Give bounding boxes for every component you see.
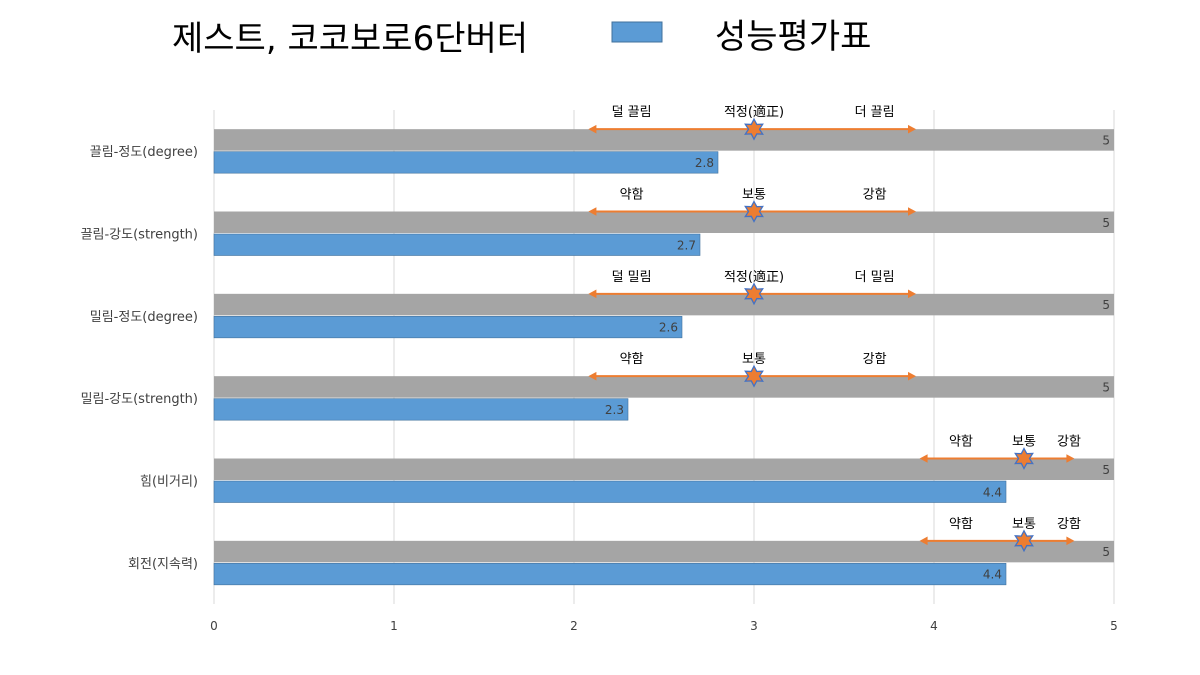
annotation-center-label: 보통 xyxy=(1012,517,1036,532)
bar-max xyxy=(214,293,1114,316)
x-tick-label: 4 xyxy=(930,619,938,633)
category-labels: 끌림-정도(degree) 끌림-강도(strength) 밀림-정도(degree… xyxy=(81,145,198,572)
annotation-group: 덜 끌림 적정(適正) 더 끌림 xyxy=(588,104,916,141)
data-label: 4.4 xyxy=(983,568,1002,582)
arrow-left-head xyxy=(919,536,928,546)
annotation-center-label: 보통 xyxy=(742,352,766,367)
arrow-right-head xyxy=(1066,536,1075,546)
arrow-left-head xyxy=(588,124,597,134)
bar-max xyxy=(214,540,1114,563)
bar-max xyxy=(214,458,1114,480)
data-label: 2.7 xyxy=(677,238,696,252)
annotation-right-label: 강함 xyxy=(1057,517,1081,532)
annotation-group: 약함 보통 강함 xyxy=(919,517,1081,553)
annotation-right-label: 강함 xyxy=(863,352,887,367)
arrow-right-head xyxy=(908,371,916,381)
data-label: 2.8 xyxy=(695,156,714,170)
arrow-right-head xyxy=(908,207,916,216)
bar-score xyxy=(213,233,701,256)
category-label: 끌림-강도(strength) xyxy=(81,228,198,243)
bar-max xyxy=(214,129,1114,151)
x-tick-label: 1 xyxy=(390,619,398,633)
bar-score xyxy=(213,151,719,174)
bar-score xyxy=(213,316,683,339)
arrow-left-head xyxy=(588,207,597,216)
arrow-right-head xyxy=(908,289,916,299)
annotation-left-label: 덜 끌림 xyxy=(612,105,652,120)
gridlines xyxy=(213,110,1115,604)
category-label: 끌림-정도(degree) xyxy=(90,145,198,160)
data-label: 5 xyxy=(1102,545,1110,559)
data-label: 2.6 xyxy=(659,321,678,335)
category-label: 밀림-강도(strength) xyxy=(81,392,198,407)
annotation-left-label: 약함 xyxy=(949,517,973,532)
x-tick-label: 3 xyxy=(750,619,758,633)
star-marker xyxy=(744,282,764,306)
bar-max xyxy=(214,211,1114,233)
annotation-group: 약함 보통 강함 xyxy=(588,352,916,388)
annotation-left-label: 약함 xyxy=(620,188,644,203)
data-label: 5 xyxy=(1102,216,1110,230)
x-tick-labels: 0 1 2 3 4 5 xyxy=(210,619,1118,633)
arrow-left-head xyxy=(919,454,928,463)
data-label: 4.4 xyxy=(983,485,1002,499)
annotation-group: 덜 밀림 적정(適正) 더 밀림 xyxy=(588,269,916,306)
arrow-left-head xyxy=(588,289,597,299)
bar-score xyxy=(213,398,629,421)
x-tick-label: 5 xyxy=(1110,619,1118,633)
category-label: 밀림-정도(degree) xyxy=(90,310,198,325)
data-label: 5 xyxy=(1102,380,1110,394)
annotation-left-label: 약함 xyxy=(949,435,973,450)
arrow-left-head xyxy=(588,371,597,381)
data-label: 5 xyxy=(1102,298,1110,312)
star-marker xyxy=(744,117,764,141)
annotation-group: 약함 보통 강함 xyxy=(588,188,916,223)
star-marker xyxy=(744,364,764,388)
annotation-center-label: 적정(適正) xyxy=(724,269,784,285)
bar-max xyxy=(214,376,1114,398)
annotation-right-label: 더 밀림 xyxy=(855,270,895,285)
data-label: 5 xyxy=(1102,133,1110,147)
legend-label: 성능평가표 xyxy=(715,17,871,57)
annotation-right-label: 강함 xyxy=(863,188,887,203)
legend-swatch xyxy=(611,21,663,43)
annotation-center-label: 보통 xyxy=(742,188,766,203)
star-marker xyxy=(1014,447,1034,470)
bar-score xyxy=(213,480,1007,503)
star-marker xyxy=(744,200,764,223)
annotation-center-label: 적정(適正) xyxy=(724,104,784,120)
arrow-right-head xyxy=(908,124,916,134)
annotation-left-label: 약함 xyxy=(620,352,644,367)
annotation-group: 약함 보통 강함 xyxy=(919,435,1081,470)
data-label: 2.3 xyxy=(605,403,624,417)
annotation-right-label: 강함 xyxy=(1057,435,1081,450)
chart-title: 제스트, 코코보로6단버터 xyxy=(172,19,528,59)
bars: 5 2.8 5 2.7 5 2.6 5 2.3 5 4.4 5 4.4 xyxy=(213,129,1114,586)
x-tick-label: 0 xyxy=(210,619,218,633)
category-label: 회전(지속력) xyxy=(128,557,198,572)
bar-score xyxy=(213,563,1007,586)
annotation-center-label: 보통 xyxy=(1012,435,1036,450)
annotation-left-label: 덜 밀림 xyxy=(612,270,652,285)
data-label: 5 xyxy=(1102,463,1110,477)
star-marker xyxy=(1014,529,1034,553)
category-label: 힘(비거리) xyxy=(140,475,198,490)
annotation-right-label: 더 끌림 xyxy=(855,105,895,120)
arrow-right-head xyxy=(1066,454,1075,463)
x-tick-label: 2 xyxy=(570,619,578,633)
